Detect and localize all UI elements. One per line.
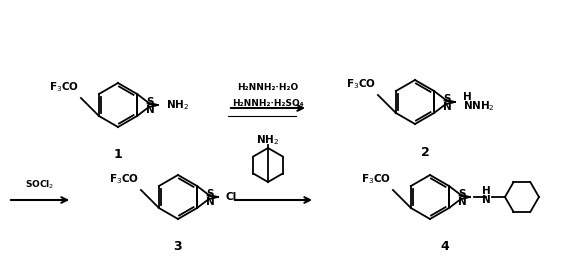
Text: NNH$_2$: NNH$_2$	[463, 99, 494, 113]
Text: SOCl$_2$: SOCl$_2$	[25, 179, 54, 191]
Text: N: N	[146, 105, 155, 115]
Text: H₂NNH₂·H₂O: H₂NNH₂·H₂O	[237, 83, 299, 93]
Text: 2: 2	[420, 145, 430, 158]
Text: N: N	[206, 197, 215, 207]
Text: F$_3$CO: F$_3$CO	[109, 172, 139, 186]
Text: H: H	[463, 92, 472, 102]
Text: S: S	[206, 189, 213, 199]
Text: H₂NNH₂·H₂SO₄: H₂NNH₂·H₂SO₄	[232, 99, 304, 107]
Text: F$_3$CO: F$_3$CO	[361, 172, 391, 186]
Text: F$_3$CO: F$_3$CO	[49, 80, 79, 94]
Text: NH$_2$: NH$_2$	[166, 98, 189, 112]
Text: N: N	[444, 102, 452, 112]
Text: S: S	[146, 97, 153, 107]
Text: N: N	[482, 195, 490, 205]
Text: S: S	[458, 189, 466, 199]
Text: NH$_2$: NH$_2$	[256, 133, 280, 147]
Text: S: S	[443, 94, 450, 104]
Text: Cl: Cl	[226, 192, 237, 202]
Text: F$_3$CO: F$_3$CO	[346, 77, 376, 91]
Text: N: N	[458, 197, 467, 207]
Text: 4: 4	[441, 240, 449, 253]
Text: 3: 3	[174, 240, 182, 253]
Text: 1: 1	[113, 148, 122, 161]
Text: H: H	[482, 186, 490, 196]
